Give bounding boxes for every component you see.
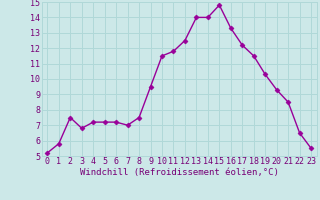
X-axis label: Windchill (Refroidissement éolien,°C): Windchill (Refroidissement éolien,°C) <box>80 168 279 177</box>
